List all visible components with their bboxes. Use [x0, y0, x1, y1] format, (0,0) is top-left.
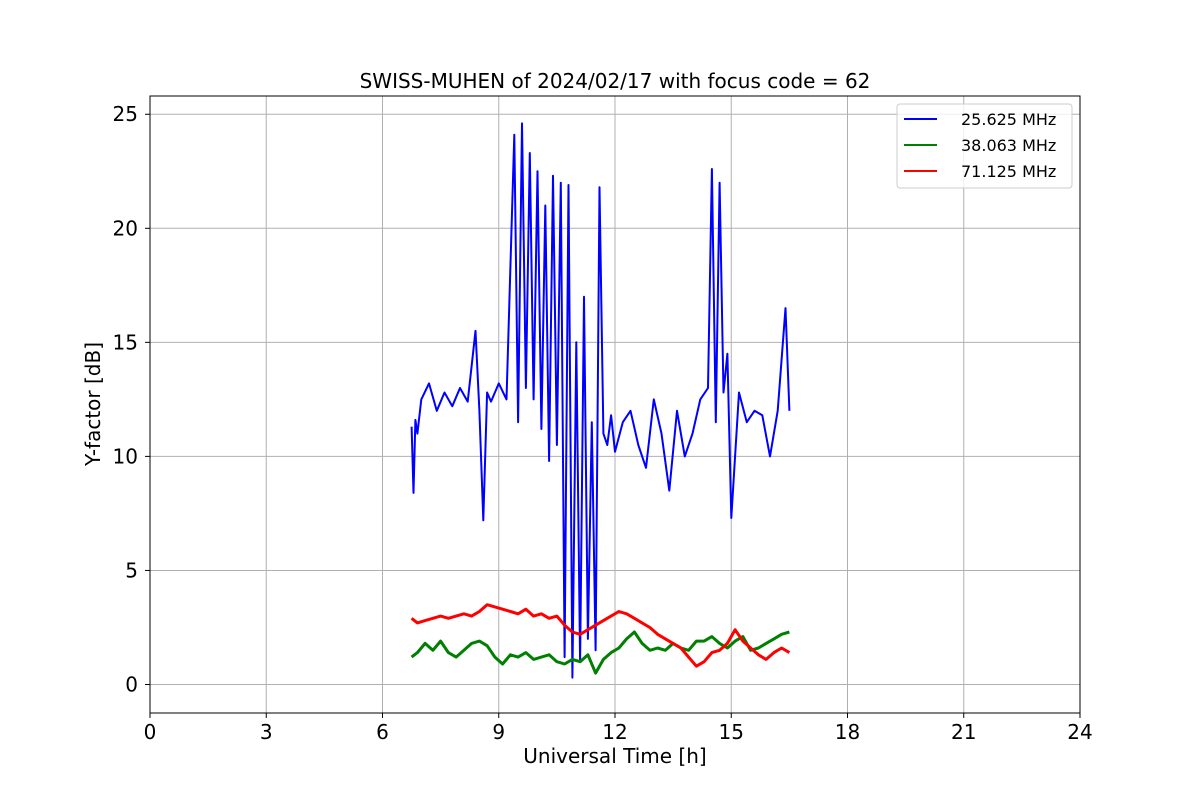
ticks: 0 3 6 9 12 15 18 21 24 0 5 10 15 20 25	[113, 102, 1093, 744]
x-tick-label: 12	[602, 720, 627, 744]
legend: 25.625 MHz 38.063 MHz 71.125 MHz	[896, 103, 1073, 189]
series-line-3	[410, 603, 791, 668]
chart-title: SWISS-MUHEN of 2024/02/17 with focus cod…	[360, 69, 871, 93]
y-tick-label: 0	[125, 672, 138, 696]
x-tick-label: 15	[719, 720, 744, 744]
legend-entry-label: 38.063 MHz	[961, 136, 1056, 155]
x-tick-label: 6	[376, 720, 389, 744]
y-tick-label: 15	[113, 330, 138, 354]
x-tick-label: 3	[260, 720, 273, 744]
x-tick-label: 0	[144, 720, 157, 744]
x-axis-label: Universal Time [h]	[523, 744, 706, 768]
y-tick-label: 10	[113, 444, 138, 468]
x-tick-label: 21	[951, 720, 976, 744]
legend-entry-label: 25.625 MHz	[961, 110, 1056, 129]
y-tick-label: 5	[125, 558, 138, 582]
x-tick-label: 9	[492, 720, 505, 744]
series-layer	[410, 122, 791, 679]
y-tick-label: 25	[113, 102, 138, 126]
y-tick-label: 20	[113, 216, 138, 240]
y-axis-label: Y-factor [dB]	[81, 342, 105, 467]
series-line-2	[410, 630, 790, 675]
legend-box	[896, 103, 1073, 189]
x-tick-label: 18	[835, 720, 860, 744]
legend-entry-label: 71.125 MHz	[961, 162, 1056, 181]
x-tick-label: 24	[1067, 720, 1092, 744]
